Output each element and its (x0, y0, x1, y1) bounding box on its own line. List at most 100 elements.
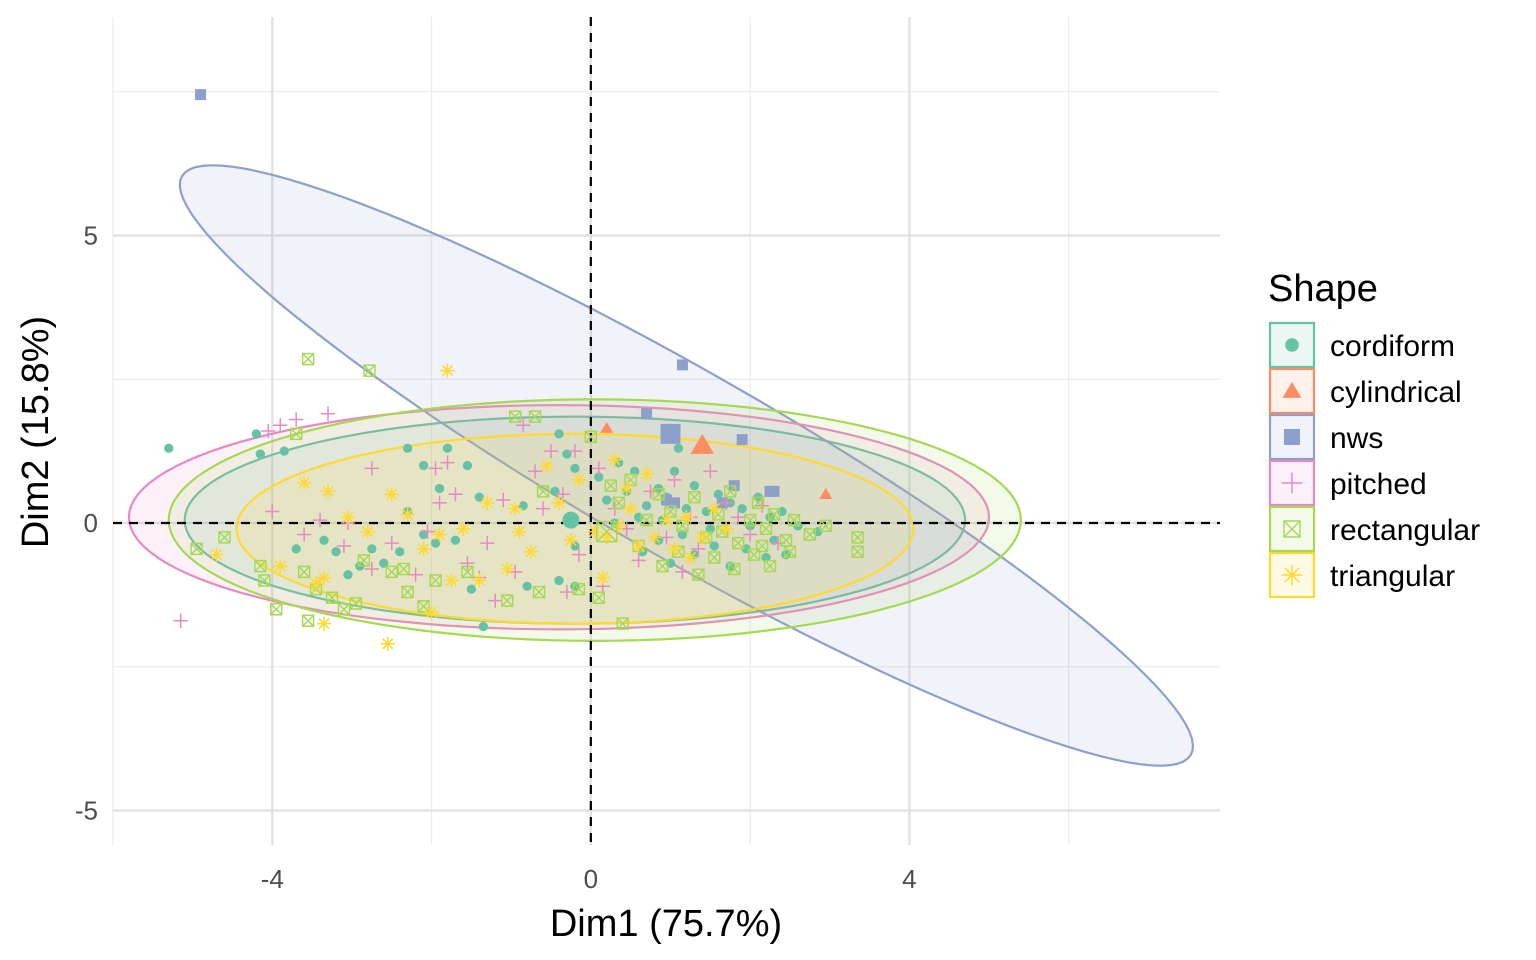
point-pitched (659, 530, 674, 545)
point-rectangular (532, 585, 546, 599)
point-triangular (719, 521, 734, 536)
y-tick-label: 5 (84, 221, 98, 251)
point-triangular (416, 541, 431, 557)
point-pitched (173, 613, 188, 628)
point-rectangular (616, 617, 629, 630)
point-rectangular (759, 522, 773, 535)
point-pitched (408, 567, 423, 582)
point-triangular (619, 481, 634, 496)
point-rectangular (787, 513, 801, 527)
point-cordiform (331, 547, 341, 557)
point-cordiform (669, 466, 680, 476)
point-triangular (508, 501, 523, 516)
point-cordiform (434, 483, 445, 494)
x-tick-label: 0 (584, 864, 598, 894)
point-cordiform (430, 538, 441, 548)
point-triangular (599, 530, 614, 545)
point-pitched (261, 423, 276, 439)
point-triangular (209, 547, 224, 562)
point-cordiform (474, 492, 485, 502)
group-centroids (562, 423, 715, 543)
legend-symbol-rectangular (1283, 520, 1301, 538)
point-cordiform (418, 460, 429, 471)
legend-item-nws: nws (1268, 413, 1383, 461)
point-cordiform (255, 449, 266, 459)
point-rectangular (851, 545, 864, 558)
point-cordiform (713, 489, 723, 499)
point-triangular (444, 573, 459, 588)
point-cordiform (442, 443, 453, 453)
centroid-cordiform (562, 511, 580, 529)
point-pitched (742, 527, 758, 542)
point-rectangular (501, 594, 514, 607)
point-pitched (527, 464, 543, 479)
point-rectangular (708, 551, 721, 564)
data-points (164, 89, 864, 651)
point-pitched (289, 412, 304, 427)
point-pitched (480, 535, 495, 551)
point-triangular (480, 495, 495, 511)
point-rectangular (743, 513, 757, 527)
point-rectangular (819, 519, 832, 533)
point-triangular (320, 484, 336, 499)
point-rectangular (325, 591, 339, 604)
point-pitched (273, 418, 288, 433)
point-cordiform (570, 463, 580, 474)
point-rectangular (508, 410, 522, 423)
point-triangular (607, 452, 622, 467)
point-rectangular (584, 430, 598, 443)
point-rectangular (688, 490, 701, 504)
point-rectangular (337, 603, 351, 616)
point-cordiform (629, 466, 640, 476)
point-pitched (543, 443, 559, 459)
point-pitched (567, 443, 583, 459)
point-triangular (432, 527, 447, 542)
point-triangular (296, 475, 312, 490)
point-pitched (515, 418, 531, 433)
point-cordiform (522, 581, 532, 591)
point-triangular (587, 524, 602, 539)
point-pitched (559, 584, 575, 600)
point-cordiform (251, 429, 262, 439)
point-rectangular (357, 554, 371, 567)
point-cordiform (466, 584, 477, 594)
point-nws (661, 494, 672, 506)
point-triangular (623, 501, 638, 516)
point-cordiform (450, 535, 461, 545)
point-cylindrical (819, 487, 833, 499)
point-triangular (360, 524, 375, 539)
point-triangular (340, 510, 356, 525)
point-triangular (523, 544, 539, 559)
point-cordiform (319, 535, 329, 545)
legend-item-cordiform: cordiform (1268, 321, 1455, 369)
point-triangular (472, 573, 487, 588)
point-cordiform (641, 501, 652, 511)
point-pitched (703, 464, 718, 479)
legend-symbol-pitched (1281, 472, 1303, 494)
point-triangular (683, 550, 698, 565)
confidence-ellipses (127, 164, 1195, 767)
point-triangular (611, 518, 626, 534)
point-rectangular (536, 485, 550, 498)
point-triangular (273, 558, 288, 574)
point-cordiform (478, 621, 489, 632)
x-tick-label: -4 (261, 864, 284, 894)
point-pitched (731, 510, 746, 525)
legend-label-triangular: triangular (1330, 560, 1455, 593)
point-cordiform (367, 544, 377, 554)
point-triangular (456, 521, 471, 536)
point-rectangular (218, 531, 231, 544)
point-rectangular (727, 562, 741, 576)
point-pitched (384, 535, 399, 551)
ellipse-triangular (235, 432, 915, 625)
y-axis-tick-labels: -5 0 5 (75, 221, 98, 826)
point-pitched (535, 501, 551, 516)
point-rectangular (656, 559, 669, 573)
point-triangular (595, 570, 610, 585)
point-pitched (631, 553, 646, 568)
point-nws (641, 408, 653, 420)
point-pitched (265, 504, 280, 519)
legend-symbol-cylindrical (1282, 381, 1302, 398)
point-rectangular (385, 565, 398, 579)
